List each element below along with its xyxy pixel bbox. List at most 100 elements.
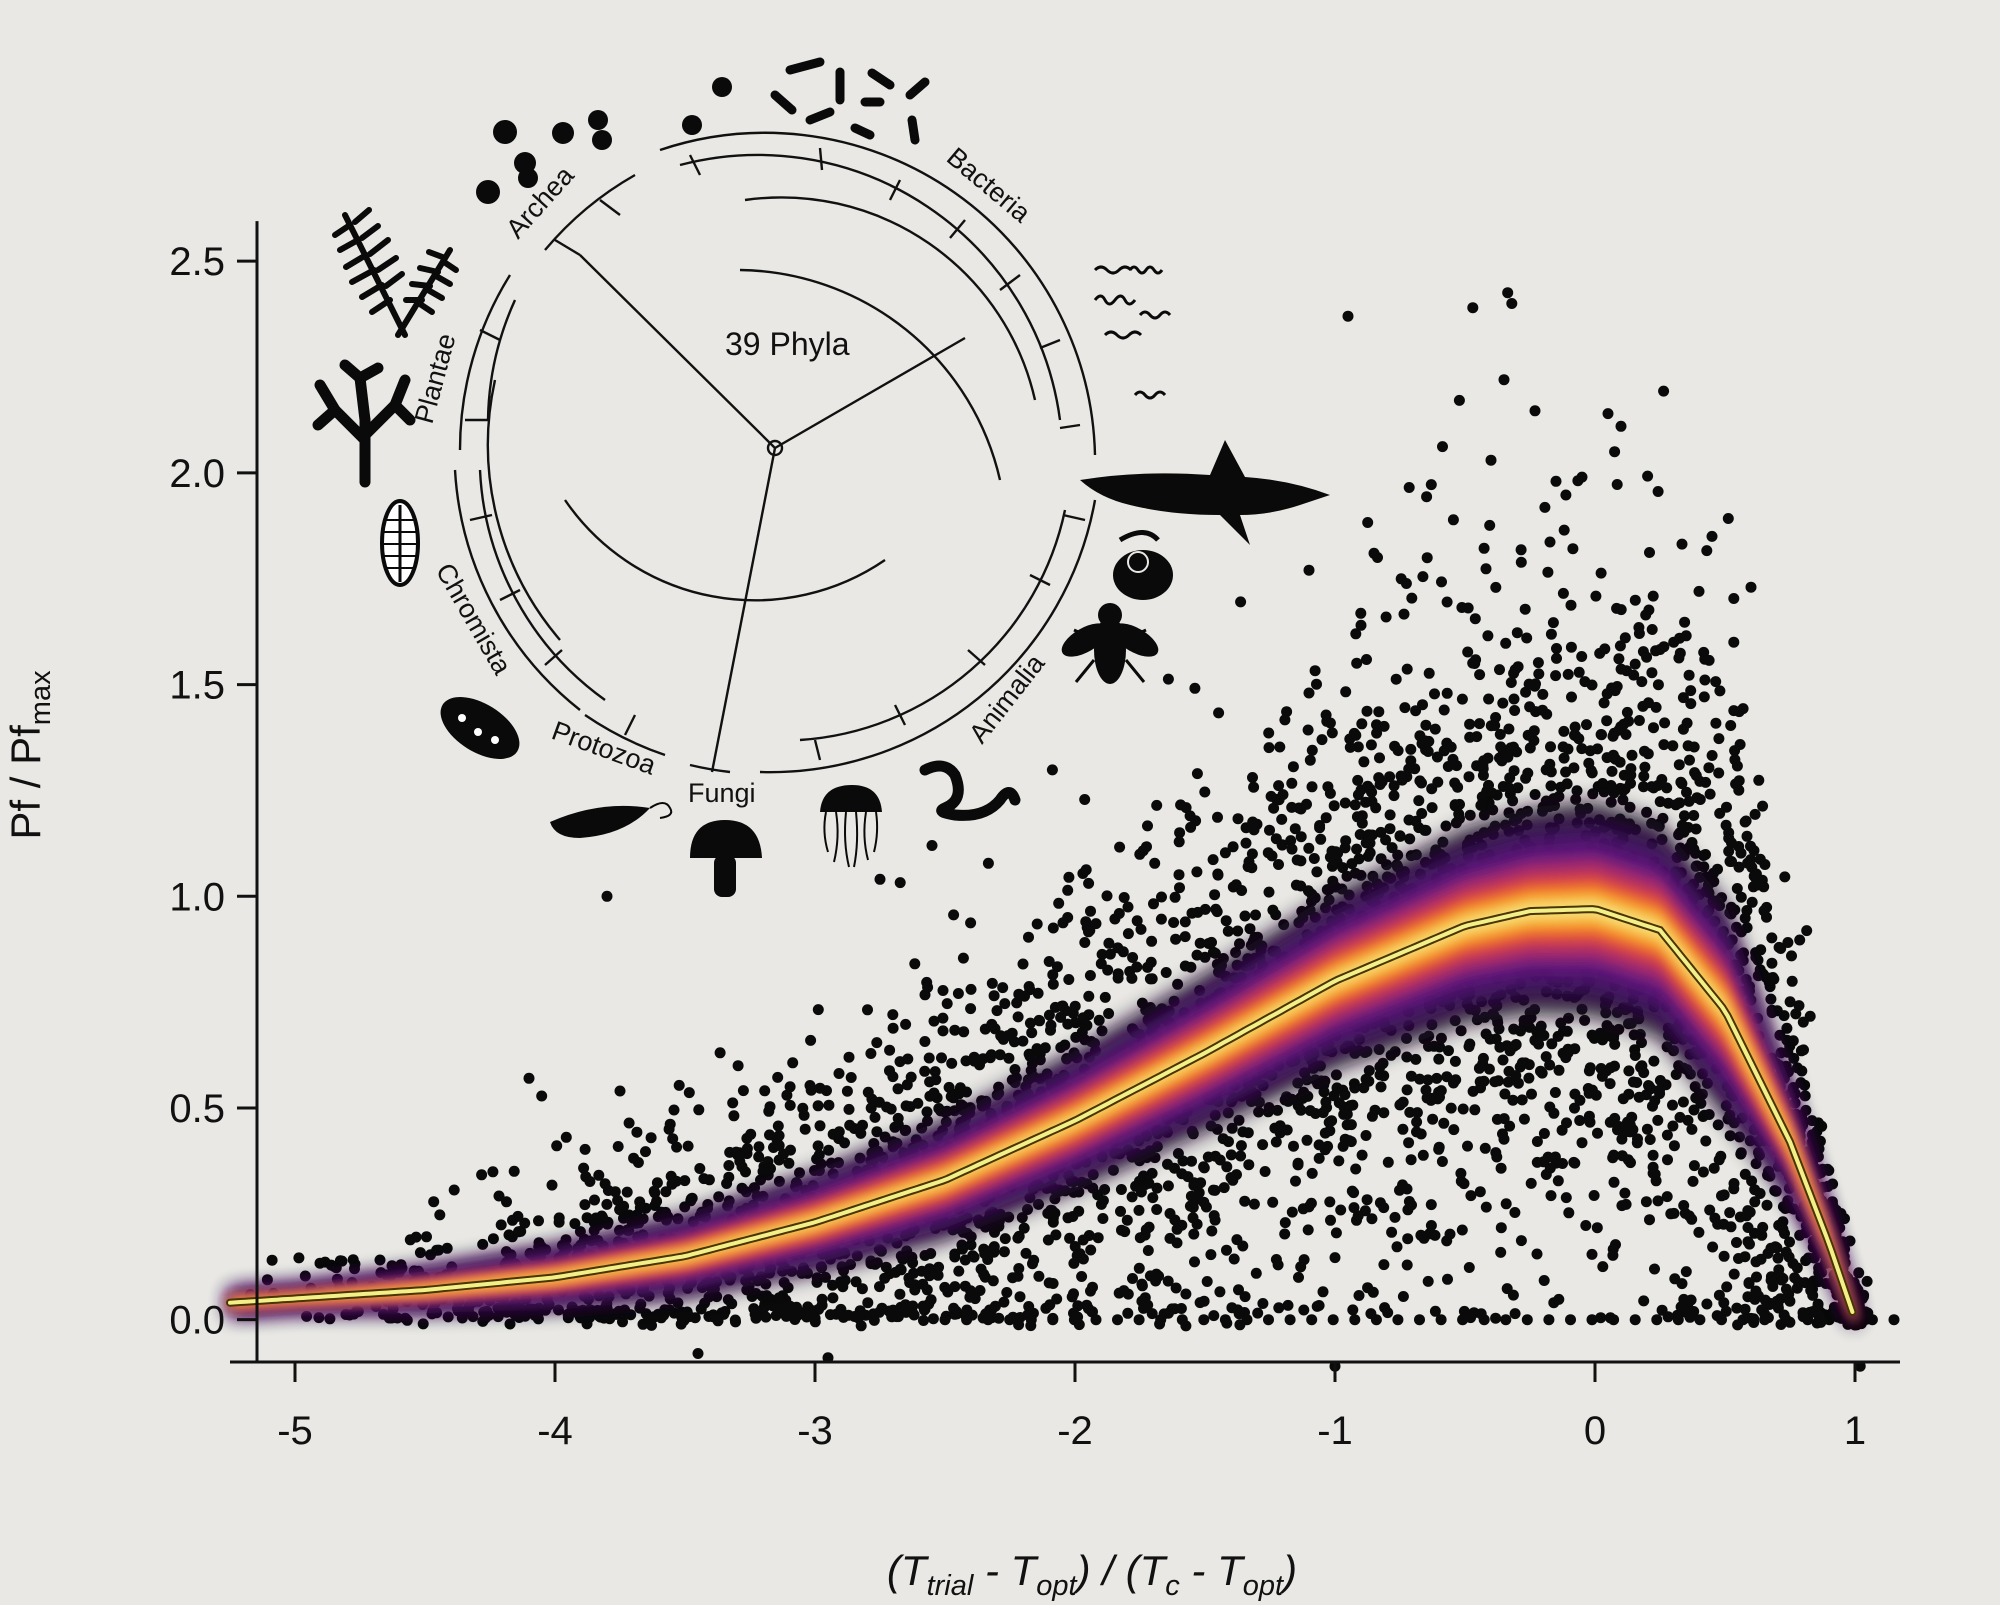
scatter-point — [1658, 385, 1670, 397]
jellyfish-icon — [820, 785, 882, 868]
scatter-point — [1311, 866, 1323, 878]
scatter-point — [1766, 957, 1778, 969]
scatter-point — [937, 985, 949, 996]
scatter-point — [1311, 678, 1322, 690]
scatter-point — [1739, 1303, 1751, 1315]
scatter-point — [1688, 1160, 1700, 1172]
scatter-point — [948, 909, 960, 921]
scatter-point — [1358, 1082, 1370, 1094]
scatter-point — [1546, 1038, 1558, 1050]
scatter-point — [513, 1226, 524, 1238]
scatter-point — [949, 1308, 961, 1320]
scatter-point — [1308, 853, 1320, 864]
scatter-point — [1648, 722, 1659, 734]
scatter-point — [1083, 926, 1094, 938]
scatter-point — [1786, 950, 1797, 962]
scatter-point — [993, 1312, 1005, 1324]
scatter-point — [1057, 917, 1069, 929]
scatter-point — [1467, 1085, 1479, 1097]
scatter-point — [965, 1285, 977, 1297]
scatter-point — [1779, 871, 1791, 883]
scatter-point — [736, 1182, 748, 1194]
scatter-point — [1499, 1088, 1511, 1100]
scatter-point — [956, 1239, 968, 1251]
tree-leaf — [1039, 338, 1061, 350]
scatter-point — [1232, 925, 1244, 937]
scatter-point — [1406, 592, 1418, 604]
scatter-point — [1042, 1234, 1054, 1246]
tree-branch — [486, 299, 517, 421]
scatter-point — [928, 1015, 940, 1027]
scatter-point — [1649, 1168, 1661, 1180]
scatter-point — [1623, 1088, 1635, 1100]
scatter-point — [1684, 1311, 1696, 1323]
scatter-point — [874, 1281, 885, 1293]
scatter-point — [1801, 925, 1813, 937]
scatter-point — [1080, 916, 1092, 928]
tree-leaf — [1062, 513, 1086, 522]
scatter-point — [1349, 799, 1361, 811]
scatter-point — [1122, 1307, 1134, 1319]
scatter-point — [1594, 647, 1606, 659]
scatter-point — [1703, 762, 1715, 774]
scatter-point — [1019, 990, 1030, 1002]
scatter-point — [999, 998, 1011, 1010]
scatter-point — [1739, 1168, 1751, 1180]
scatter-point — [988, 1242, 1000, 1254]
density-band — [230, 857, 1855, 1325]
x-tick-label: -3 — [797, 1409, 833, 1453]
scatter-point — [1279, 1217, 1291, 1229]
scatter-point — [1608, 1314, 1620, 1326]
scatter-point — [1447, 514, 1459, 526]
scatter-point — [1628, 1029, 1640, 1041]
tree-leaf — [818, 147, 824, 171]
scatter-point — [1422, 746, 1434, 757]
scatter-point — [843, 1051, 855, 1063]
scatter-point — [1146, 1308, 1158, 1320]
scatter-point — [1353, 853, 1365, 865]
scatter-point — [266, 1254, 278, 1266]
scatter-point — [1242, 1127, 1254, 1139]
scatter-point — [1494, 728, 1506, 740]
scatter-point — [1211, 906, 1223, 918]
scatter-point — [1324, 787, 1336, 799]
scatter-point — [1646, 781, 1658, 793]
scatter-point — [1737, 703, 1749, 715]
scatter-point — [1497, 1054, 1509, 1066]
scatter-point — [1068, 1314, 1080, 1326]
scatter-point — [1568, 762, 1580, 774]
scatter-point — [1243, 1159, 1255, 1171]
scatter-point — [1282, 1299, 1294, 1311]
scatter-point — [1083, 877, 1095, 889]
scatter-point — [978, 1243, 990, 1255]
scatter-point — [1397, 1291, 1409, 1302]
scatter-point — [886, 1311, 898, 1323]
worm-icon — [919, 760, 1021, 821]
scatter-point — [1301, 1134, 1313, 1146]
scatter-point — [1194, 937, 1206, 949]
scatter-point — [410, 1231, 422, 1243]
scatter-point — [1700, 1135, 1712, 1147]
scatter-point — [1490, 1312, 1502, 1324]
scatter-point — [1191, 768, 1203, 780]
scatter-point — [1286, 1206, 1298, 1218]
scatter-point — [1498, 374, 1510, 386]
scatter-point — [1348, 1202, 1360, 1214]
scatter-point — [1227, 841, 1239, 853]
scatter-point — [1533, 668, 1545, 680]
scatter-point — [1040, 1302, 1052, 1314]
scatter-point — [1437, 441, 1448, 453]
scatter-point — [1706, 530, 1718, 542]
scatter-point — [1047, 978, 1059, 990]
scatter-point — [1501, 1283, 1513, 1295]
scatter-point — [1601, 715, 1613, 727]
scatter-point — [1453, 394, 1465, 406]
scatter-point — [1545, 780, 1557, 792]
scatter-point — [1436, 576, 1447, 588]
scatter-point — [1286, 843, 1298, 855]
scatter-point — [1155, 913, 1167, 925]
tree-center-label: 39 Phyla — [725, 326, 850, 362]
mushroom-icon — [690, 820, 762, 897]
scatter-point — [1244, 923, 1256, 935]
scatter-point — [965, 1003, 977, 1015]
